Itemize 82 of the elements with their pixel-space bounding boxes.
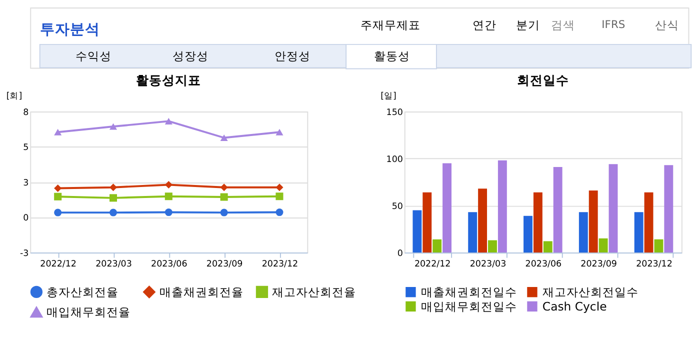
bar	[488, 240, 497, 252]
bar	[442, 163, 452, 252]
bar	[432, 239, 442, 252]
y-tick-label: -3	[20, 248, 29, 259]
x-tick-label: 2023/12	[262, 260, 298, 270]
x-tick-label: 2023/03	[96, 260, 132, 270]
y-tick-label: 0	[397, 248, 403, 259]
point	[54, 128, 62, 136]
point	[109, 194, 118, 202]
point	[109, 208, 118, 216]
bar	[543, 241, 552, 252]
x-tick-label: 2022/12	[40, 260, 76, 270]
bar	[654, 239, 664, 252]
bar	[553, 166, 562, 252]
text: 분기	[516, 18, 540, 32]
text: 안정성	[274, 49, 311, 63]
bar	[524, 216, 532, 252]
x-tick-label: 2023/03	[470, 260, 506, 270]
point	[220, 208, 228, 216]
point	[220, 193, 228, 201]
y-axis-title: [회]	[6, 91, 22, 102]
text: 투자분석	[40, 20, 100, 38]
y-tick-label: 3	[23, 178, 29, 188]
chart-title: 회전일수	[516, 72, 569, 88]
legend-label: 재고자산회전율	[272, 284, 356, 299]
point	[164, 180, 172, 189]
point	[276, 192, 284, 200]
point	[54, 192, 62, 200]
text: 연간	[472, 18, 496, 32]
text: 매출채권회전일수	[420, 284, 517, 299]
legend-label: 재고자산회전일수	[542, 284, 638, 299]
y-tick-label: 0	[23, 214, 29, 224]
x-tick-label: 2023/12	[636, 260, 672, 270]
x-tick-label: 2023/06	[525, 260, 562, 270]
point	[276, 208, 284, 216]
legend-label: 매입채무회전일수	[420, 299, 517, 314]
y-tick-label: 150	[386, 108, 403, 118]
point	[164, 192, 172, 200]
legend-label: 총자산회전율	[46, 284, 119, 299]
text: 주재무제표	[360, 18, 421, 32]
bar	[412, 210, 422, 252]
point	[54, 208, 62, 216]
legend-label: Cash Cycle	[542, 299, 607, 314]
legend-label: 매입채무회전율	[46, 305, 131, 320]
text: 검색	[550, 18, 575, 32]
y-tick-label: 8	[23, 108, 29, 118]
x-tick-label: 2023/09	[206, 260, 243, 270]
text: 성장성	[172, 49, 209, 63]
bar	[644, 192, 654, 252]
bar	[468, 212, 478, 252]
x-tick-label: 2023/09	[580, 260, 617, 270]
chart-title: 활동성지표	[136, 72, 202, 88]
y-tick-label: 100	[386, 154, 403, 165]
y-axis-title: [일]	[380, 91, 396, 102]
point	[164, 208, 172, 216]
bar	[422, 192, 432, 252]
point	[164, 118, 172, 124]
point	[220, 134, 228, 142]
point	[109, 184, 118, 192]
y-tick-label: 50	[392, 202, 403, 212]
point	[276, 128, 284, 136]
y-tick-label: 5	[23, 143, 29, 154]
bar	[533, 192, 542, 252]
bar	[498, 160, 507, 252]
bar	[478, 188, 488, 252]
point	[54, 184, 62, 192]
legend-label: 매출채권회전율	[159, 284, 244, 299]
point	[220, 184, 228, 192]
bar	[608, 164, 618, 252]
text: IFRS	[602, 18, 626, 31]
text: 활동성	[374, 49, 410, 63]
bar	[634, 212, 644, 252]
text: 산식	[654, 18, 679, 32]
point	[276, 184, 284, 192]
text: 수익성	[75, 49, 112, 63]
bar	[588, 190, 598, 252]
x-tick-label: 2023/06	[151, 260, 188, 270]
bar	[664, 165, 674, 252]
x-tick-label: 2022/12	[414, 260, 451, 270]
bar	[578, 212, 588, 252]
point	[109, 123, 118, 130]
bar	[598, 238, 608, 252]
